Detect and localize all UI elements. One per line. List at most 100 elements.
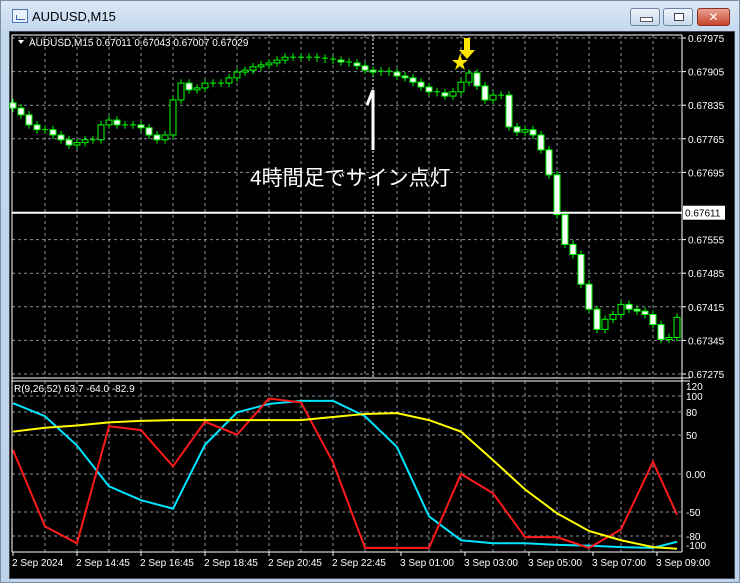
candle-bull — [673, 316, 681, 339]
candle-bear — [57, 134, 65, 141]
time-tick-label: 2 Sep 18:45 — [204, 558, 258, 569]
candle-bull — [241, 69, 249, 73]
candle-bull — [617, 303, 625, 315]
candle-bear — [585, 283, 593, 310]
close-icon: ✕ — [708, 10, 719, 24]
indicator-tick-label: -100 — [686, 541, 706, 552]
minimize-button[interactable] — [630, 8, 660, 26]
candle-bull — [265, 62, 273, 66]
candle-bear — [553, 174, 561, 216]
time-tick-label: 3 Sep 03:00 — [464, 558, 518, 569]
candle-bull — [201, 82, 209, 89]
candle-bear — [65, 139, 73, 146]
candle-bear — [417, 81, 425, 88]
candle-bear — [657, 324, 665, 340]
time-tick-label: 2 Sep 16:45 — [140, 558, 194, 569]
indicator-tick-label: 0.00 — [686, 470, 706, 481]
maximize-button[interactable] — [663, 8, 693, 26]
candle-bear — [353, 62, 361, 67]
indicator-line — [12, 399, 678, 549]
candle-bull — [161, 134, 169, 141]
candle-bear — [33, 124, 41, 131]
horizontal-line-price-box — [683, 205, 725, 220]
candle-bear — [425, 86, 433, 93]
candle-bear — [561, 214, 569, 245]
price-tick-label: 0.67275 — [688, 370, 725, 381]
candle-bear — [641, 310, 649, 315]
time-tick-label: 2 Sep 22:45 — [332, 558, 386, 569]
minimize-icon — [640, 17, 653, 22]
candle-bull — [225, 77, 233, 84]
candle-bear — [513, 126, 521, 133]
candle-bear — [153, 134, 161, 141]
candle-bear — [529, 129, 537, 136]
indicator-tick-label: 100 — [686, 392, 703, 403]
candle-bull — [489, 94, 497, 101]
horizontal-line-price-label: 0.67611 — [685, 209, 721, 220]
time-tick-label: 2 Sep 2024 — [12, 558, 64, 569]
candle-bear — [569, 243, 577, 255]
time-tick-label: 2 Sep 20:45 — [268, 558, 322, 569]
indicator-tick-label: -80 — [686, 532, 701, 543]
menu-triangle-icon[interactable] — [18, 40, 24, 44]
candle-bear — [625, 303, 633, 310]
candle-bull — [601, 318, 609, 330]
time-tick-label: 3 Sep 07:00 — [592, 558, 646, 569]
maximize-icon — [674, 13, 684, 21]
candle-bear — [577, 253, 585, 285]
time-tick-label: 2 Sep 14:45 — [76, 558, 130, 569]
candle-bear — [393, 71, 401, 77]
candle-bear — [145, 127, 153, 136]
candle-bear — [337, 59, 345, 63]
candle-bear — [9, 102, 17, 109]
candle-bull — [169, 99, 177, 136]
close-button[interactable]: ✕ — [697, 8, 730, 26]
candle-bear — [633, 308, 641, 312]
indicator-line — [12, 397, 678, 550]
chart-header: AUDUSD,M15 0.67011 0.67043 0.67007 0.670… — [29, 38, 249, 49]
price-tick-label: 0.67695 — [688, 168, 725, 179]
candle-bull — [193, 87, 201, 91]
indicator-tick-label: 80 — [686, 408, 698, 419]
candle-bear — [137, 124, 145, 129]
candle-bull — [521, 129, 529, 133]
time-tick-label: 3 Sep 01:00 — [400, 558, 454, 569]
indicator-line — [12, 412, 678, 550]
indicator-header: R(9,26,52) 63.7 -64.0 -82.9 — [14, 384, 135, 395]
candle-bear — [185, 82, 193, 91]
candle-bull — [81, 139, 89, 144]
title-bar[interactable]: AUDUSD,M15 ✕ — [1, 1, 739, 31]
arrow-up-line-icon — [365, 89, 375, 150]
arrow-down-marker-icon — [459, 38, 475, 59]
candle-bear — [545, 149, 553, 176]
candle-bull — [609, 313, 617, 320]
candle-bull — [457, 81, 465, 93]
indicator-tick-label: 120 — [686, 382, 703, 393]
candle-bear — [25, 114, 33, 126]
price-tick-label: 0.67485 — [688, 269, 725, 280]
indicator-tick-label: 50 — [686, 431, 698, 442]
candle-bull — [273, 59, 281, 64]
candle-bull — [449, 91, 457, 97]
candle-bear — [593, 308, 601, 330]
price-tick-label: 0.67975 — [688, 34, 725, 45]
candle-bear — [505, 94, 513, 128]
price-tick-label: 0.67905 — [688, 68, 725, 79]
candle-bull — [281, 56, 289, 61]
price-tick-label: 0.67415 — [688, 303, 725, 314]
time-tick-label: 3 Sep 09:00 — [656, 558, 710, 569]
candle-bear — [49, 129, 57, 136]
candle-bear — [369, 69, 377, 73]
price-tick-label: 0.67345 — [688, 336, 725, 347]
candle-bear — [537, 134, 545, 151]
candle-bear — [401, 75, 409, 79]
candle-bull — [665, 337, 673, 340]
time-tick-label: 3 Sep 05:00 — [528, 558, 582, 569]
candle-bull — [105, 119, 113, 126]
candle-bear — [473, 72, 481, 87]
candle-bull — [73, 142, 81, 146]
candle-bull — [177, 82, 185, 101]
price-tick-label: 0.67765 — [688, 135, 725, 146]
candle-bear — [441, 92, 449, 97]
